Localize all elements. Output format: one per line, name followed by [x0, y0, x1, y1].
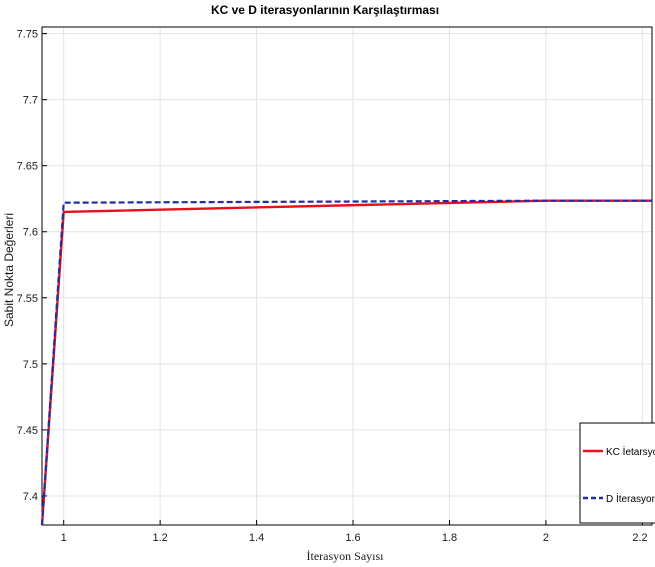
x-tick-label: 1.6: [345, 532, 360, 544]
legend-label-kc: KC İetarsyonu: [606, 445, 655, 458]
legend-box: [579, 422, 655, 524]
x-tick-label: 1.8: [442, 532, 457, 544]
plot-area: [41, 26, 653, 526]
series-line-d: [40, 199, 652, 526]
x-axis-ticks: 1 1.2 1.4 1.6 1.8 2 2.2: [61, 520, 648, 544]
chart-title: KC ve D iterasyonlarının Karşılaştırması: [211, 3, 439, 17]
series-lines: [40, 199, 652, 526]
grid-lines: [42, 27, 652, 525]
x-tick-label: 1.2: [152, 532, 167, 544]
x-tick-label: 2: [543, 532, 549, 544]
x-tick-label: 1: [61, 532, 67, 544]
y-tick-label: 7.45: [17, 425, 38, 437]
y-tick-label: 7.6: [23, 227, 38, 239]
x-tick-label: 2.2: [632, 532, 647, 544]
y-tick-label: 7.4: [23, 491, 38, 503]
y-axis-label: Sabit Nokta Değerleri: [2, 213, 16, 327]
legend: KC İetarsyonu D İterasyonu: [579, 422, 655, 524]
x-axis-label: İterasyon Sayısı: [307, 549, 385, 563]
y-tick-label: 7.5: [23, 359, 38, 371]
y-tick-label: 7.65: [17, 161, 38, 173]
x-tick-label: 1.4: [249, 532, 264, 544]
y-axis-ticks: 7.4 7.45 7.5 7.55 7.6 7.65 7.7 7.75: [17, 29, 47, 503]
series-line-kc: [40, 199, 652, 526]
y-tick-label: 7.55: [17, 293, 38, 305]
y-tick-label: 7.75: [17, 29, 38, 41]
legend-label-d: D İterasyonu: [606, 492, 655, 505]
y-tick-label: 7.7: [23, 95, 38, 107]
